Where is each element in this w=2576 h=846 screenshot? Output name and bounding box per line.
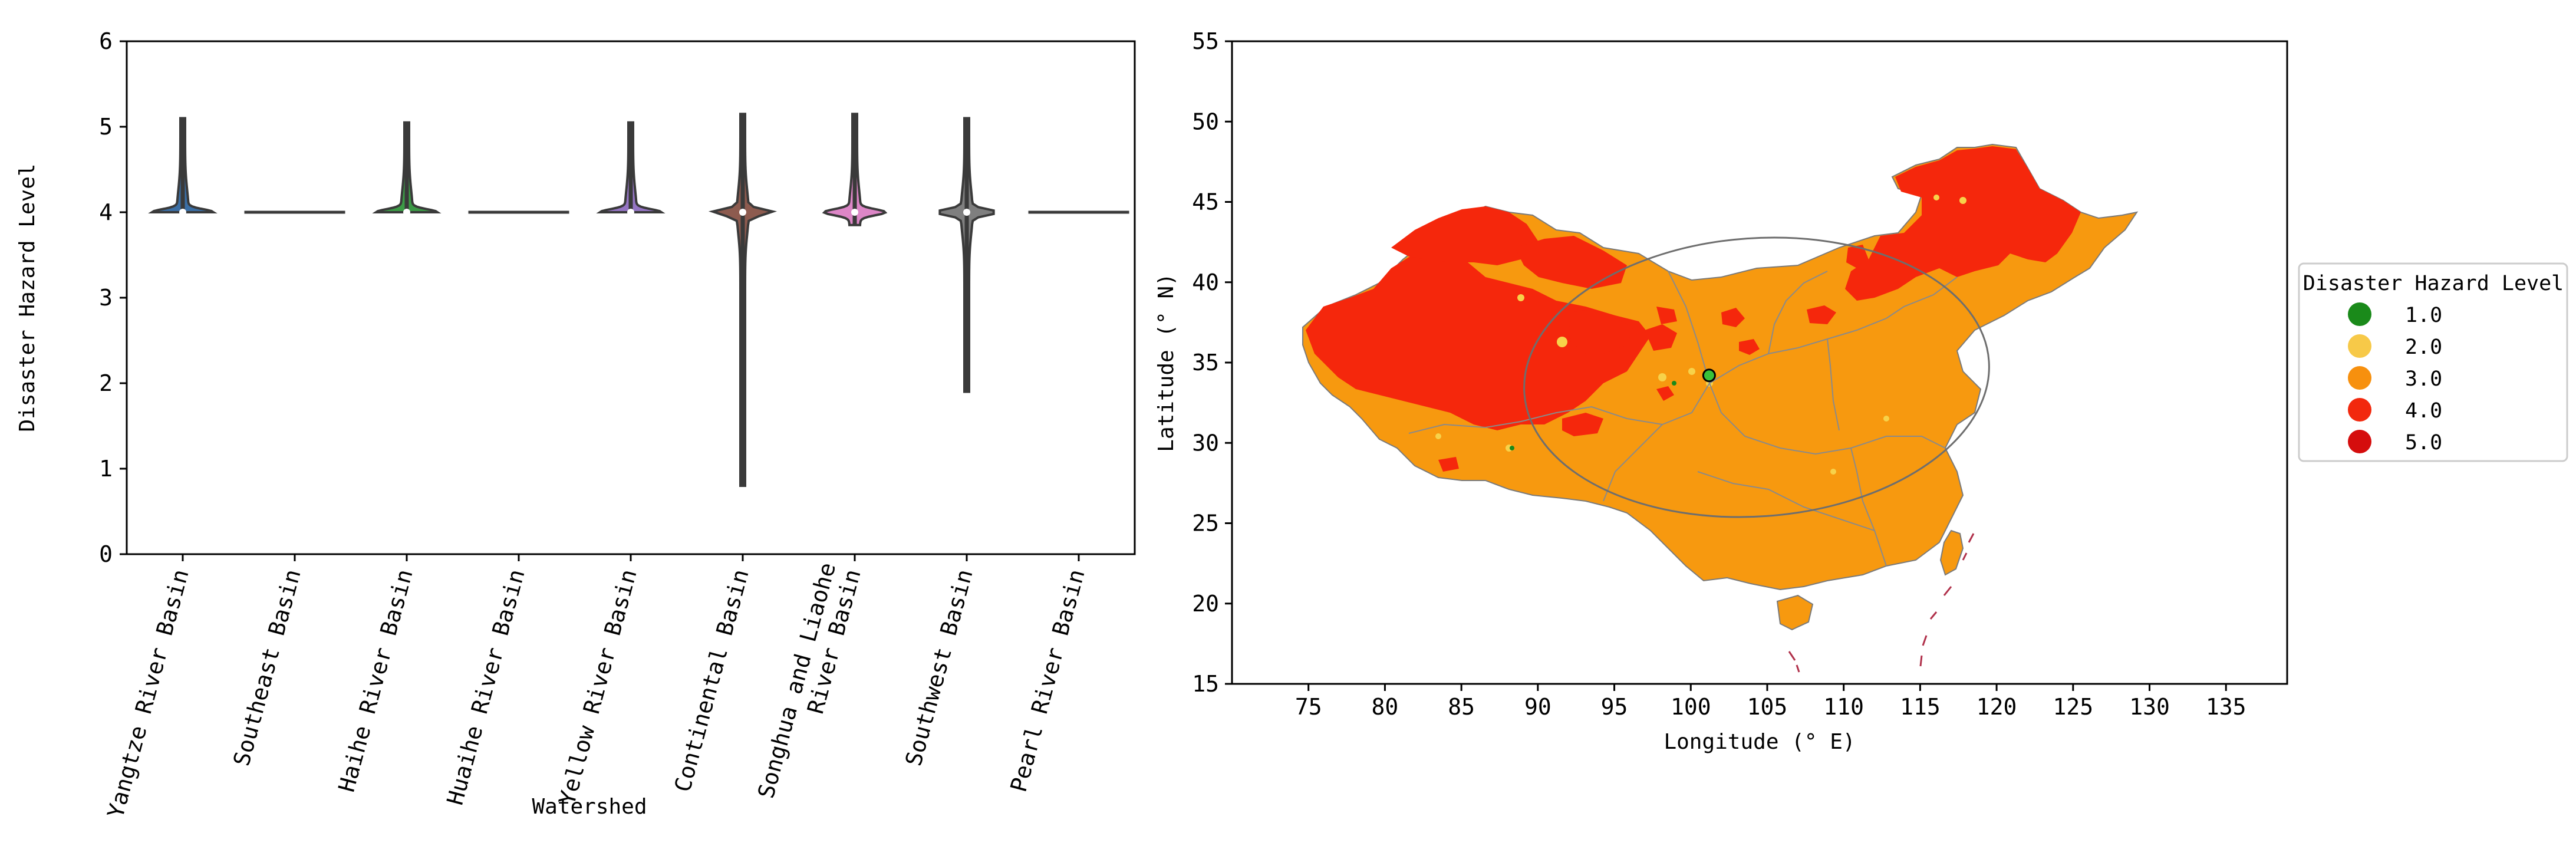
violin-x-tick-label: Southwest Basin xyxy=(900,567,977,769)
map-y-tick-label: 40 xyxy=(1192,269,1219,295)
map-x-tick-label: 80 xyxy=(1372,694,1399,720)
violin-x-axis-label: Watershed xyxy=(532,795,647,819)
legend-label: 1.0 xyxy=(2405,304,2442,327)
hazard-centroid-point xyxy=(1702,368,1716,383)
legend-marker xyxy=(2348,430,2371,453)
violin-3 xyxy=(372,121,442,216)
violin-x-tick-label: Southeast Basin xyxy=(228,567,305,769)
hazard-level-4-regions xyxy=(1306,146,2081,472)
violin-y-tick-label: 2 xyxy=(99,370,113,396)
violin-chart: 0 1 2 3 4 5 6 Yangtze River Basin Southeast Bas… xyxy=(15,28,1136,821)
legend-label: 4.0 xyxy=(2405,399,2442,423)
violin-median-dot xyxy=(963,209,970,216)
violin-7 xyxy=(822,113,888,226)
map-y-tick-label: 30 xyxy=(1192,430,1219,456)
hazard-map: 75 80 85 90 95 100 105 110 115 120 125 130 135 15 20 2… xyxy=(1154,28,2288,754)
map-y-tick-label: 20 xyxy=(1192,591,1219,617)
taiwan-island xyxy=(1939,529,1964,576)
violin-5 xyxy=(596,121,666,216)
violin-x-tick-label: Continental Basin xyxy=(670,567,754,795)
violin-y-tick-label: 4 xyxy=(99,199,113,225)
south-sea-dashes xyxy=(1788,533,1975,673)
map-layers xyxy=(1302,143,2139,673)
violin-1 xyxy=(148,117,218,216)
map-x-tick-label: 95 xyxy=(1601,694,1628,720)
violin-plot-area xyxy=(126,40,1136,555)
map-y-tick-label: 55 xyxy=(1192,28,1219,54)
map-x-tick-label: 115 xyxy=(1900,694,1941,720)
map-y-tick-label: 25 xyxy=(1192,511,1219,536)
legend-marker xyxy=(2348,334,2371,358)
violin-6 xyxy=(708,113,778,487)
violin-median-dot xyxy=(403,209,410,216)
map-x-tick-label: 125 xyxy=(2053,694,2093,720)
map-x-tick-label: 135 xyxy=(2206,694,2246,720)
violin-x-tick-label: Haihe River Basin xyxy=(334,567,418,795)
map-x-tick-label: 105 xyxy=(1747,694,1788,720)
violin-y-tick-label: 1 xyxy=(99,456,113,482)
legend-marker xyxy=(2348,302,2371,326)
hazard-level-legend: Disaster Hazard Level 1.0 2.0 3.0 4.0 5.0 xyxy=(2298,262,2568,462)
violin-y-tick-label: 6 xyxy=(99,28,113,54)
map-y-tick-label: 50 xyxy=(1192,108,1219,134)
map-y-tick-label: 15 xyxy=(1192,671,1219,697)
legend-label: 5.0 xyxy=(2405,431,2442,455)
map-x-tick-label: 120 xyxy=(1977,694,2017,720)
map-x-tick-label: 75 xyxy=(1295,694,1322,720)
map-x-tick-label: 90 xyxy=(1524,694,1551,720)
standard-deviation-ellipse xyxy=(1523,236,1990,518)
violin-median-dot xyxy=(179,209,186,216)
violin-x-tick-label: Yellow River Basin xyxy=(554,567,642,808)
legend-label: 2.0 xyxy=(2405,335,2442,359)
hainan-island xyxy=(1776,594,1814,631)
map-x-axis-label: Longitude (° E) xyxy=(1663,730,1855,754)
violin-median-dot xyxy=(627,209,634,216)
violin-y-tick-label: 5 xyxy=(99,114,113,140)
legend-marker xyxy=(2348,366,2371,390)
violin-8 xyxy=(938,117,995,393)
basin-boundaries xyxy=(1408,271,1958,567)
legend-title: Disaster Hazard Level xyxy=(2303,272,2564,295)
violin-y-axis-label: Disaster Hazard Level xyxy=(15,163,39,432)
violin-median-dot xyxy=(739,209,746,216)
map-x-tick-label: 85 xyxy=(1448,694,1475,720)
map-x-tick-label: 110 xyxy=(1823,694,1864,720)
legend-marker xyxy=(2348,398,2371,422)
map-y-axis-label: Latitude (° N) xyxy=(1154,273,1178,452)
legend-label: 3.0 xyxy=(2405,367,2442,391)
map-x-tick-label: 130 xyxy=(2129,694,2170,720)
violin-y-tick-label: 3 xyxy=(99,285,113,311)
map-x-tick-label: 100 xyxy=(1671,694,1711,720)
violin-x-tick-label: Pearl River Basin xyxy=(1006,567,1090,795)
violin-y-tick-label: 0 xyxy=(99,541,113,567)
map-y-tick-label: 45 xyxy=(1192,189,1219,215)
violin-median-dot xyxy=(851,209,858,216)
hazard-level-1-spots xyxy=(1510,381,1676,450)
map-y-tick-label: 35 xyxy=(1192,350,1219,376)
violin-x-tick-label: Yangtze River Basin xyxy=(103,567,194,821)
violin-x-tick-label: Huaihe River Basin xyxy=(442,567,530,808)
